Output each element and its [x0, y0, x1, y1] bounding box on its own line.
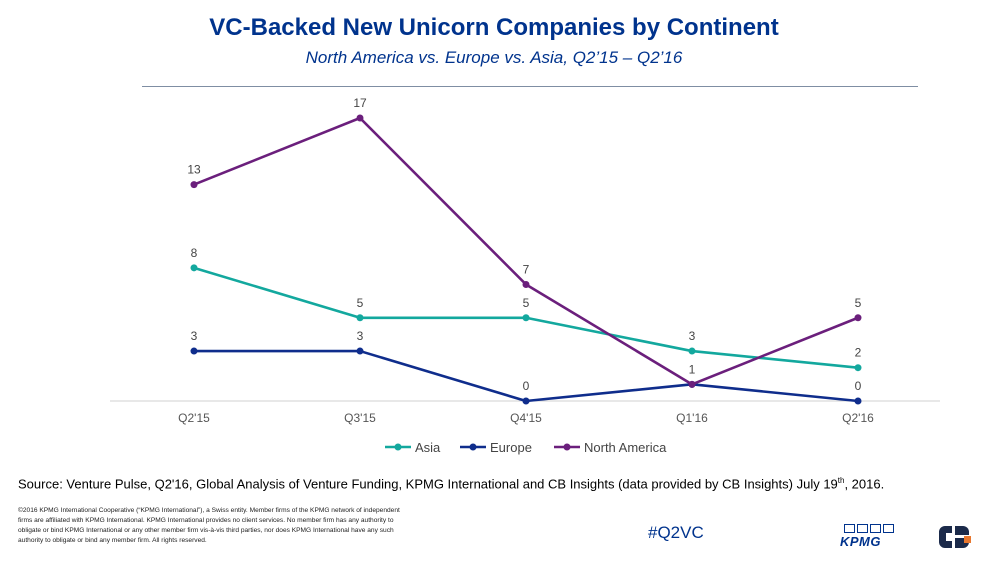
data-label-asia: 5	[357, 296, 364, 310]
series-line-north-america	[193, 116, 859, 386]
kpmg-logo: KPMG	[840, 524, 904, 550]
data-label-asia: 2	[855, 346, 862, 360]
data-point-north-america	[688, 380, 696, 388]
line-chart: Q2'15 Q3'15 Q4'15 Q1'16 Q2'16 8 5 5 3 2 3 3 0 0 13 17 7 1…	[110, 96, 940, 455]
data-point-europe	[190, 347, 198, 355]
x-tick-label: Q1'16	[676, 411, 708, 425]
data-point-asia	[522, 314, 530, 322]
data-point-north-america	[190, 181, 198, 189]
data-point-europe	[522, 397, 530, 405]
data-label-europe: 3	[357, 329, 364, 343]
data-label-asia: 3	[689, 329, 696, 343]
x-tick-label: Q2'16	[842, 411, 874, 425]
data-point-europe	[356, 347, 364, 355]
source-text: Source: Venture Pulse, Q2'16, Global Ana…	[18, 476, 838, 492]
data-label-north-america: 7	[523, 262, 530, 276]
legend-marker-north-america	[563, 443, 571, 451]
data-label-north-america: 17	[353, 96, 367, 110]
data-label-north-america: 1	[689, 362, 696, 376]
data-label-north-america: 13	[187, 163, 201, 177]
data-label-asia: 5	[523, 296, 530, 310]
data-label-europe: 3	[191, 329, 198, 343]
legend-marker-europe	[469, 443, 477, 451]
data-point-north-america	[522, 280, 530, 288]
legend-marker-asia	[394, 443, 402, 451]
legend-label-europe: Europe	[490, 440, 532, 455]
data-point-europe	[854, 397, 862, 405]
data-label-north-america: 5	[855, 296, 862, 310]
data-point-asia	[854, 364, 862, 372]
x-tick-label: Q3'15	[344, 411, 376, 425]
data-point-asia	[190, 264, 198, 272]
source-superscript: th	[837, 476, 845, 485]
hashtag: #Q2VC	[648, 523, 704, 542]
copyright-notice: ©2016 KPMG International Cooperative (“K…	[18, 507, 400, 544]
chart-subtitle: North America vs. Europe vs. Asia, Q2’15…	[305, 48, 683, 67]
data-point-asia	[688, 347, 696, 355]
data-point-north-america	[356, 114, 364, 122]
legend-label-asia: Asia	[415, 440, 441, 455]
x-tick-label: Q2'15	[178, 411, 210, 425]
source-text-end: , 2016.	[844, 476, 885, 492]
data-point-north-america	[854, 314, 862, 322]
cb-insights-logo	[939, 526, 971, 548]
legend-label-north-america: North America	[584, 440, 667, 455]
kpmg-logo-text: KPMG	[840, 534, 881, 549]
title-divider	[142, 86, 918, 87]
x-tick-label: Q4'15	[510, 411, 542, 425]
data-label-asia: 8	[191, 246, 198, 260]
chart-title: VC-Backed New Unicorn Companies by Conti…	[209, 14, 779, 41]
kpmg-logo-blocks	[844, 524, 904, 533]
data-label-europe: 0	[855, 379, 862, 393]
source-note: Source: Venture Pulse, Q2'16, Global Ana…	[18, 476, 884, 491]
data-point-asia	[356, 314, 364, 322]
data-label-europe: 0	[523, 379, 530, 393]
